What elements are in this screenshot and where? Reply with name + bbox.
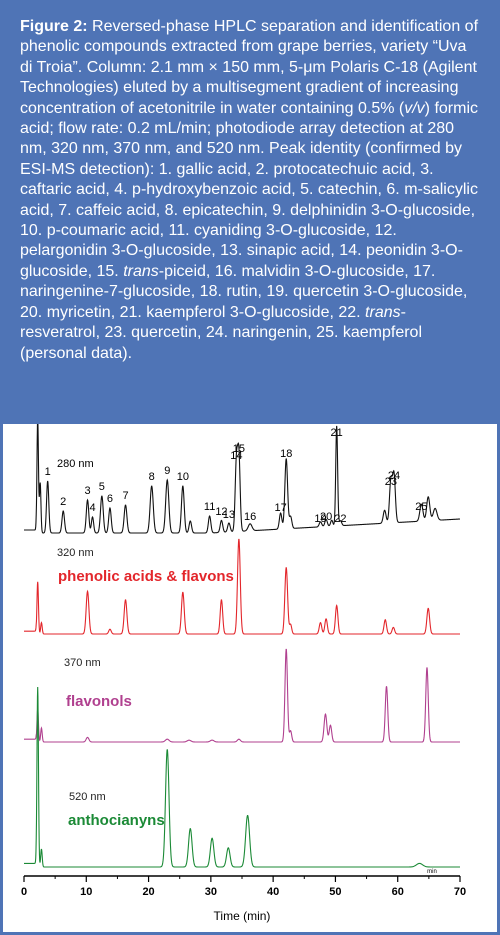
- peak-label-5: 5: [99, 481, 105, 493]
- x-tick-label-60: 60: [392, 886, 404, 898]
- peak-label-10: 10: [177, 471, 189, 483]
- peak-label-6: 6: [107, 493, 113, 505]
- wavelength-label-1: 320 nm: [57, 547, 94, 559]
- peak-label-8: 8: [149, 471, 155, 483]
- x-axis-title: Time (min): [214, 909, 271, 923]
- peak-label-20: 20: [320, 511, 332, 523]
- caption-vv: v/v: [404, 99, 425, 117]
- figure-caption: Figure 2: Reversed-phase HPLC separation…: [0, 0, 500, 424]
- peak-label-18: 18: [280, 448, 292, 460]
- trace-370-nm: 370 nm flavonols: [24, 648, 460, 743]
- trace-320-nm: 320 nm phenolic acids & flavons: [24, 538, 460, 635]
- caption-text-3: -piceid, 16. malvidin 3-O-glucoside, 17.…: [20, 262, 468, 321]
- x-tick-label-70: 70: [454, 886, 466, 898]
- peak-label-19: 19: [314, 513, 326, 525]
- peak-label-22: 22: [334, 513, 346, 525]
- caption-trans-2: trans: [365, 303, 401, 321]
- trace-line-0: [24, 424, 461, 534]
- peak-label-23: 23: [385, 476, 397, 488]
- caption-text-4: -resveratrol, 23. quercetin, 24. naringe…: [20, 303, 423, 362]
- x-tick-label-30: 30: [205, 886, 217, 898]
- x-tick-label-0: 0: [21, 886, 27, 898]
- peak-label-2: 2: [60, 496, 66, 508]
- caption-text-2: ) formic acid; flow rate: 0.2 mL/min; ph…: [20, 99, 478, 280]
- x-tick-label-10: 10: [80, 886, 92, 898]
- trace-520-nm: 520 nm anthocianyns: [24, 686, 460, 868]
- x-tick-label-50: 50: [329, 886, 341, 898]
- x-tick-label-40: 40: [267, 886, 279, 898]
- panel-label-2: flavonols: [66, 693, 132, 710]
- x-tick-label-20: 20: [142, 886, 154, 898]
- trace-line-2: [24, 648, 460, 743]
- panel-label-3: anthocianyns: [68, 812, 165, 829]
- x-unit-mark: min: [427, 869, 437, 875]
- wavelength-label-2: 370 nm: [64, 657, 101, 669]
- peak-label-12: 12: [215, 506, 227, 518]
- figure-label: Figure 2:: [20, 18, 88, 35]
- peak-label-24: 24: [388, 470, 400, 482]
- panel-label-1: phenolic acids & flavons: [58, 568, 234, 585]
- caption-trans-1: trans: [123, 262, 159, 280]
- peak-label-3: 3: [84, 485, 90, 497]
- peak-label-25: 25: [415, 501, 427, 513]
- wavelength-label-3: 520 nm: [69, 791, 106, 803]
- trace-line-1: [24, 538, 460, 635]
- wavelength-label-0: 280 nm: [57, 458, 94, 470]
- peak-label-1: 1: [45, 466, 51, 478]
- peak-label-21: 21: [331, 427, 343, 439]
- trace-line-3: [24, 686, 460, 868]
- peak-label-11: 11: [204, 501, 215, 513]
- caption-text-1: Reversed-phase HPLC separation and ident…: [20, 18, 479, 117]
- peak-label-15: 15: [233, 443, 245, 455]
- peak-label-7: 7: [122, 490, 128, 502]
- peak-label-14: 14: [230, 450, 242, 462]
- peak-label-13: 13: [223, 509, 235, 521]
- peak-label-17: 17: [274, 502, 286, 514]
- peak-label-4: 4: [89, 502, 95, 514]
- peak-label-16: 16: [244, 511, 256, 523]
- peak-label-9: 9: [164, 465, 170, 477]
